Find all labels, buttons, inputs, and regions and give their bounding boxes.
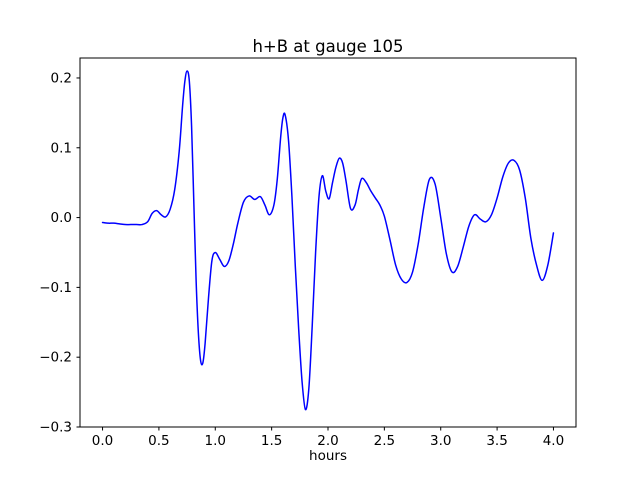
y-tick-label: −0.3 (39, 420, 72, 436)
x-tick-label: 1.5 (261, 433, 282, 449)
x-tick-label: 3.5 (486, 433, 507, 449)
y-tick-label: 0.1 (51, 140, 72, 156)
x-axis-label: hours (309, 448, 347, 464)
x-tick-label: 3.0 (430, 433, 451, 449)
y-tick-label: −0.2 (39, 350, 72, 366)
chart-title: h+B at gauge 105 (252, 37, 404, 56)
x-tick-label: 2.5 (374, 433, 395, 449)
x-tick-label: 4.0 (543, 433, 564, 449)
y-tick-label: 0.2 (51, 70, 72, 86)
y-tick-label: 0.0 (51, 210, 72, 226)
x-tick-label: 0.0 (92, 433, 113, 449)
y-tick-label: −0.1 (39, 280, 72, 296)
x-tick-label: 1.0 (205, 433, 226, 449)
line-series (101, 70, 555, 411)
x-tick-label: 2.0 (317, 433, 338, 449)
axes-frame (79, 57, 577, 428)
x-tick-label: 0.5 (148, 433, 169, 449)
